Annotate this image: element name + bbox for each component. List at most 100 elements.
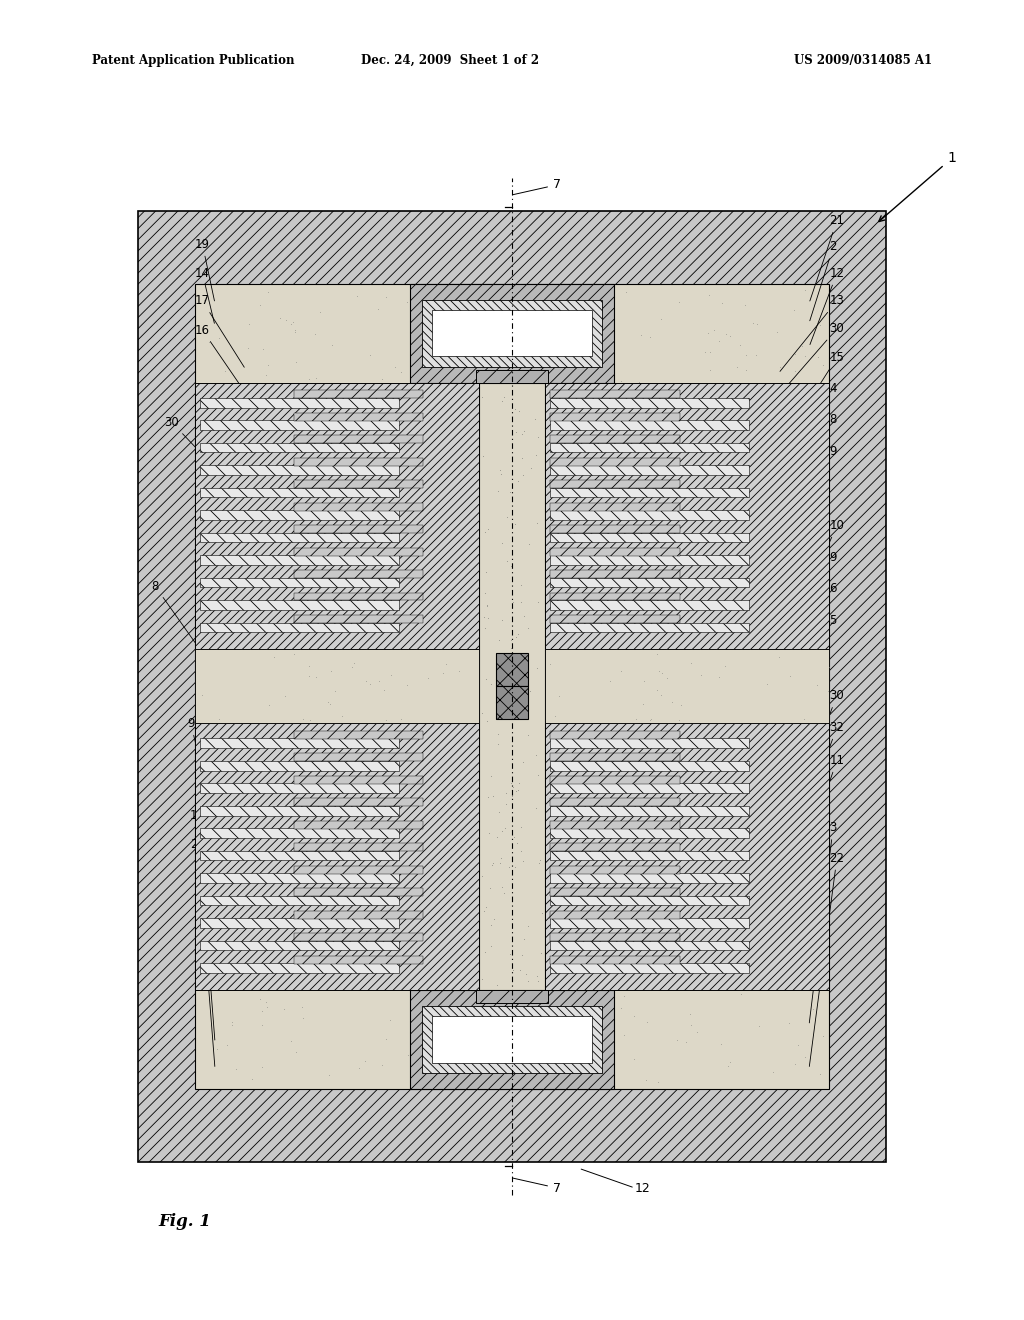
Point: [478, 710, 495, 731]
Point: [493, 463, 509, 484]
Point: [647, 715, 664, 737]
Bar: [294, 615, 423, 623]
Bar: [294, 731, 423, 739]
Point: [288, 351, 304, 372]
Point: [286, 962, 302, 983]
Point: [283, 750, 299, 771]
Point: [483, 385, 500, 407]
Point: [438, 664, 455, 685]
Bar: [551, 805, 750, 816]
Point: [637, 665, 653, 686]
Point: [462, 614, 478, 635]
Point: [375, 438, 391, 459]
Point: [393, 709, 410, 730]
Point: [545, 375, 561, 396]
Point: [473, 544, 489, 565]
Point: [515, 421, 531, 442]
Point: [510, 341, 526, 362]
Point: [478, 533, 495, 554]
Point: [686, 675, 702, 696]
Point: [529, 591, 546, 612]
Point: [664, 455, 680, 477]
Point: [449, 1041, 465, 1063]
Point: [534, 942, 550, 964]
Text: Patent Application Publication: Patent Application Publication: [92, 54, 295, 67]
Point: [250, 774, 266, 795]
Point: [711, 330, 727, 351]
Bar: [294, 776, 423, 784]
Point: [477, 582, 494, 603]
Bar: [200, 805, 398, 816]
Point: [330, 396, 346, 417]
Point: [696, 523, 713, 544]
Point: [387, 657, 403, 678]
Point: [263, 884, 280, 906]
Point: [731, 335, 748, 356]
Point: [706, 609, 722, 630]
Point: [573, 392, 590, 413]
Point: [440, 953, 457, 974]
Point: [419, 345, 435, 366]
Point: [316, 768, 333, 789]
Point: [490, 630, 507, 651]
Point: [479, 446, 496, 467]
Point: [493, 594, 509, 615]
Point: [481, 677, 498, 698]
Point: [635, 693, 651, 714]
Point: [365, 623, 381, 644]
Point: [469, 540, 485, 561]
Point: [726, 576, 742, 597]
Point: [588, 586, 604, 607]
Bar: [200, 874, 398, 883]
Text: 12: 12: [635, 1181, 650, 1195]
Point: [696, 341, 713, 362]
Bar: [294, 458, 423, 466]
Point: [482, 936, 499, 957]
Point: [714, 292, 730, 313]
Point: [351, 977, 368, 998]
Point: [604, 426, 621, 447]
Point: [287, 321, 303, 342]
Bar: [422, 1006, 602, 1073]
Point: [340, 544, 356, 565]
Point: [334, 705, 350, 726]
Point: [566, 612, 583, 634]
Point: [371, 671, 387, 692]
Point: [244, 474, 260, 495]
Point: [485, 785, 502, 807]
Point: [211, 709, 227, 730]
Point: [713, 1034, 729, 1055]
Point: [489, 655, 506, 676]
Point: [720, 672, 736, 693]
Point: [543, 1030, 559, 1051]
Point: [492, 853, 508, 874]
Point: [507, 513, 523, 535]
Point: [338, 413, 354, 434]
Point: [279, 310, 295, 331]
Point: [516, 928, 532, 949]
Point: [283, 928, 299, 949]
Point: [638, 1069, 654, 1090]
Point: [778, 516, 795, 537]
Point: [275, 894, 292, 915]
Point: [810, 346, 826, 367]
Point: [534, 903, 550, 924]
Bar: [551, 533, 750, 543]
Point: [571, 321, 588, 342]
Point: [482, 558, 499, 579]
Point: [642, 638, 658, 659]
Point: [336, 458, 352, 479]
Point: [486, 908, 503, 929]
Point: [721, 594, 737, 615]
Point: [458, 842, 474, 863]
Point: [211, 327, 227, 348]
Point: [624, 453, 640, 474]
Point: [579, 701, 595, 722]
Point: [439, 603, 456, 624]
Point: [715, 558, 731, 579]
Bar: [200, 397, 398, 408]
Point: [568, 338, 585, 359]
Point: [632, 700, 648, 721]
Point: [798, 345, 814, 366]
Point: [763, 486, 779, 507]
